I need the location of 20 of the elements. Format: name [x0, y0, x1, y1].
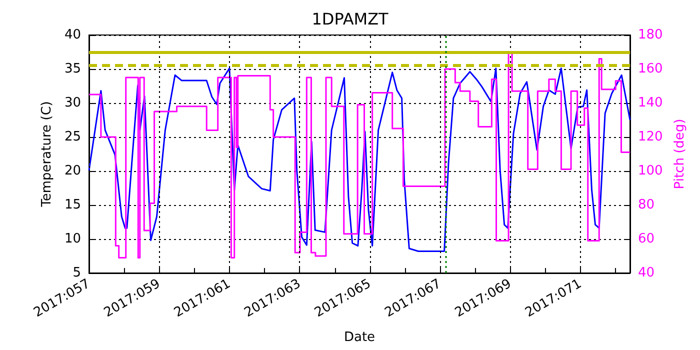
y2-tick-label: 100	[638, 164, 663, 178]
y2-tick-label: 160	[638, 62, 663, 76]
y-tick-label: 30	[64, 96, 81, 110]
y2-tick-label: 180	[638, 28, 663, 42]
y-tick-label: 35	[64, 62, 81, 76]
y-tick-label: 25	[64, 130, 81, 144]
x-axis-title: Date	[344, 330, 376, 345]
y-axis-title: Temperature (C)	[40, 101, 55, 208]
y2-tick-label: 40	[638, 266, 655, 280]
y-tick-label: 5	[72, 266, 81, 280]
y-tick-label: 20	[64, 164, 81, 178]
chart-title: 1DPAMZT	[312, 10, 389, 28]
y-tick-label: 10	[64, 232, 81, 246]
y2-axis-title: Pitch (deg)	[672, 118, 688, 190]
y-tick-label: 15	[64, 198, 81, 212]
y2-tick-label: 140	[638, 96, 663, 110]
y-tick-label: 40	[64, 28, 81, 42]
y2-tick-label: 60	[638, 232, 655, 246]
y2-tick-label: 80	[638, 198, 655, 212]
y2-tick-label: 120	[638, 130, 663, 144]
